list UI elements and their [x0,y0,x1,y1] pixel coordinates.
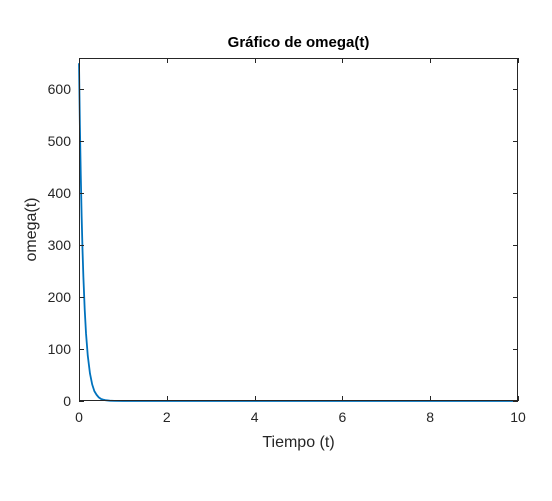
y-axis-label: omega(t) [23,197,40,261]
y-tick-label: 100 [48,341,72,357]
x-tick-label: 8 [426,409,434,425]
x-tick-label: 2 [163,409,171,425]
x-tick-label: 10 [510,409,526,425]
x-tick-label: 4 [251,409,259,425]
y-tick-label: 300 [48,237,72,253]
y-tick-label: 400 [48,185,72,201]
y-tick-label: 200 [48,289,72,305]
y-tick-label: 0 [63,393,71,409]
axes-background [79,58,518,401]
y-tick-label: 600 [48,81,72,97]
chart-title: Gráfico de omega(t) [228,34,370,51]
x-tick-label: 6 [339,409,347,425]
x-tick-label: 0 [75,409,83,425]
x-axis-label: Tiempo (t) [262,434,334,451]
y-tick-label: 500 [48,133,72,149]
axes-box [79,58,518,401]
